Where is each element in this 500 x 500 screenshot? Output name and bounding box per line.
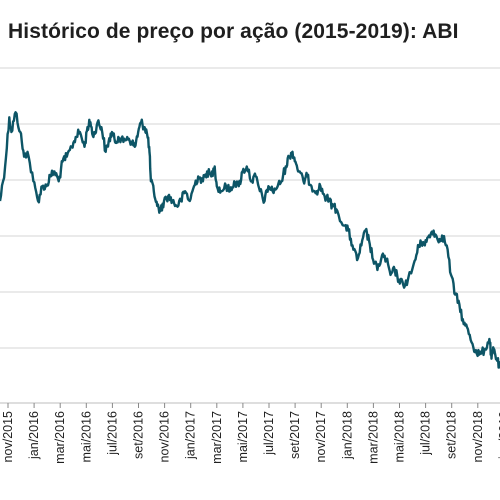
x-tick-label: jan/2019 [497, 411, 500, 460]
x-tick-label: set/2017 [288, 411, 302, 459]
plot-area [0, 111, 500, 369]
x-tick-label: jul/2016 [105, 411, 119, 456]
x-tick-label: jan/2018 [340, 411, 354, 460]
x-tick-label: mar/2018 [366, 411, 380, 464]
x-tick-label: set/2018 [445, 411, 459, 459]
x-tick-label: mai/2018 [393, 411, 407, 462]
x-axis: nov/2015 jan/2016 mar/2016 mai/2016 jul/2016… [0, 402, 500, 464]
x-tick-label: mar/2017 [210, 411, 224, 464]
price-series-line [0, 111, 500, 369]
x-tick-label: jan/2016 [27, 411, 41, 460]
x-tick-label: nov/2015 [1, 411, 15, 462]
x-tick-label: set/2016 [132, 411, 146, 459]
grid-lines [0, 67, 500, 349]
x-tick-label: nov/2017 [314, 411, 328, 462]
x-tick-label: mai/2017 [236, 411, 250, 462]
x-tick-label: mar/2016 [53, 411, 67, 464]
x-tick-label: jul/2018 [419, 411, 433, 456]
x-tick-label: jul/2017 [262, 411, 276, 456]
x-tick-label: nov/2016 [158, 411, 172, 462]
x-tick-label: jan/2017 [184, 411, 198, 460]
chart-title: Histórico de preço por ação (2015-2019):… [8, 20, 459, 43]
x-tick-label: nov/2018 [471, 411, 485, 462]
x-tick-label: mai/2016 [79, 411, 93, 462]
